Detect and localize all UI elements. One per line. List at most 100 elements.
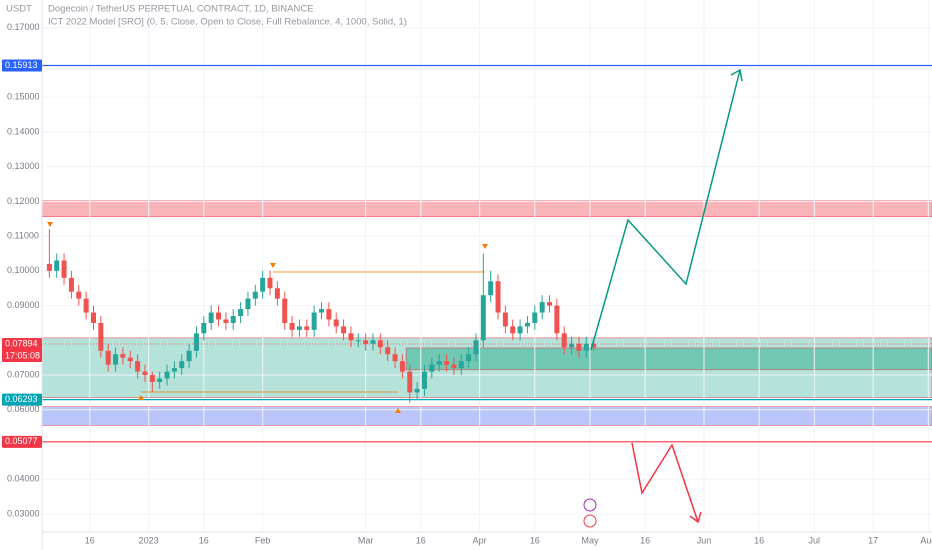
candle-body	[436, 361, 442, 365]
candle-body	[524, 322, 530, 327]
candle-body	[370, 340, 376, 344]
y-tick-label: 0.11000	[7, 231, 39, 241]
y-tick-label: 0.03000	[7, 508, 40, 518]
y-tick-label: 0.17000	[7, 22, 40, 32]
candle-body	[223, 319, 229, 323]
candle-body	[230, 316, 236, 323]
candle-body	[480, 295, 486, 341]
candle-body	[208, 312, 214, 323]
candle-body	[164, 371, 170, 379]
price-label-bg	[2, 337, 42, 362]
candle-body	[319, 309, 325, 313]
currency: USDT	[6, 4, 32, 15]
candle-body	[135, 361, 141, 372]
candle-body	[289, 322, 295, 330]
price-label-bg	[2, 393, 42, 406]
price-label: 0.07894	[5, 338, 38, 348]
candle-body	[113, 354, 119, 365]
x-tick-label: Mar	[358, 535, 374, 545]
candle-body	[466, 354, 472, 362]
candle-body	[98, 322, 104, 351]
event-icon[interactable]	[583, 514, 597, 528]
candle-body	[193, 333, 199, 351]
candle-body	[554, 305, 560, 334]
candle-body	[304, 326, 310, 330]
candle-body	[363, 340, 369, 344]
candle-body	[238, 309, 244, 317]
candle-body	[105, 350, 111, 365]
x-tick-label: Jun	[697, 535, 712, 545]
candle-body	[495, 281, 501, 313]
pivot-marker	[270, 263, 276, 268]
x-tick-label: 16	[754, 535, 764, 545]
candle-body	[576, 343, 582, 351]
candle-body	[120, 354, 126, 358]
price-label: 0.05077	[5, 436, 38, 446]
candle-body	[502, 312, 508, 327]
chart-title: Dogecoin / TetherUS PERPETUAL CONTRACT, …	[48, 4, 314, 15]
price-label-bg	[2, 435, 42, 448]
candle-body	[355, 340, 361, 342]
candle-body	[561, 333, 567, 348]
candle-body	[333, 319, 339, 327]
x-tick-label: Feb	[255, 535, 271, 545]
candle-body	[444, 361, 450, 365]
candle-body	[458, 361, 464, 369]
y-tick-label: 0.13000	[7, 161, 40, 171]
y-tick-label: 0.04000	[7, 474, 40, 484]
candle-body	[186, 350, 192, 362]
candle-body	[392, 354, 398, 362]
candle-body	[149, 375, 155, 382]
candle-body	[68, 277, 74, 292]
y-tick-label: 0.12000	[7, 196, 40, 206]
zone	[405, 347, 932, 371]
candle-body	[260, 277, 266, 292]
y-tick-label: 0.15000	[7, 92, 40, 102]
candle-body	[569, 343, 575, 348]
x-tick-label: 16	[530, 535, 540, 545]
y-tick-label: 0.07000	[7, 369, 40, 379]
y-tick-label: 0.06000	[7, 404, 40, 414]
pivot-marker	[138, 395, 144, 400]
candle-body	[127, 357, 133, 362]
y-tick-label: 0.10000	[7, 265, 40, 275]
arrowhead	[730, 68, 743, 82]
x-tick-label: Apr	[473, 535, 487, 545]
candle-body	[414, 388, 420, 393]
price-label: 0.06293	[5, 394, 38, 404]
candle-body	[407, 371, 413, 393]
y-tick-label: 0.14000	[7, 126, 40, 136]
candle-body	[267, 277, 273, 289]
candle-body	[54, 260, 60, 271]
candle-body	[348, 333, 354, 341]
x-tick-label: Aug	[920, 535, 932, 545]
x-tick-label: 16	[85, 535, 95, 545]
candle-body	[76, 291, 82, 299]
x-tick-label: 16	[199, 535, 209, 545]
candle-body	[142, 371, 148, 376]
x-tick-label: 17	[868, 535, 878, 545]
candle-body	[171, 368, 177, 372]
candle-body	[591, 343, 597, 348]
candle-body	[252, 291, 258, 299]
arrowhead	[689, 511, 702, 524]
candle-body	[488, 281, 494, 296]
candle-body	[311, 312, 317, 330]
x-tick-label: 2023	[139, 535, 159, 545]
candle-body	[399, 361, 405, 372]
price-axis	[0, 0, 42, 550]
candle-body	[282, 298, 288, 323]
zone	[41, 200, 932, 217]
candle-body	[326, 309, 332, 320]
candle-body	[547, 302, 553, 306]
y-tick-label: 0.09000	[7, 300, 40, 310]
candle-body	[90, 312, 96, 323]
candle-body	[274, 288, 280, 299]
candle-body	[510, 326, 516, 334]
x-tick-label: May	[581, 535, 599, 545]
candle-body	[532, 312, 538, 323]
candle-body	[245, 298, 251, 310]
candle-body	[429, 364, 435, 372]
event-icon[interactable]	[583, 498, 597, 512]
